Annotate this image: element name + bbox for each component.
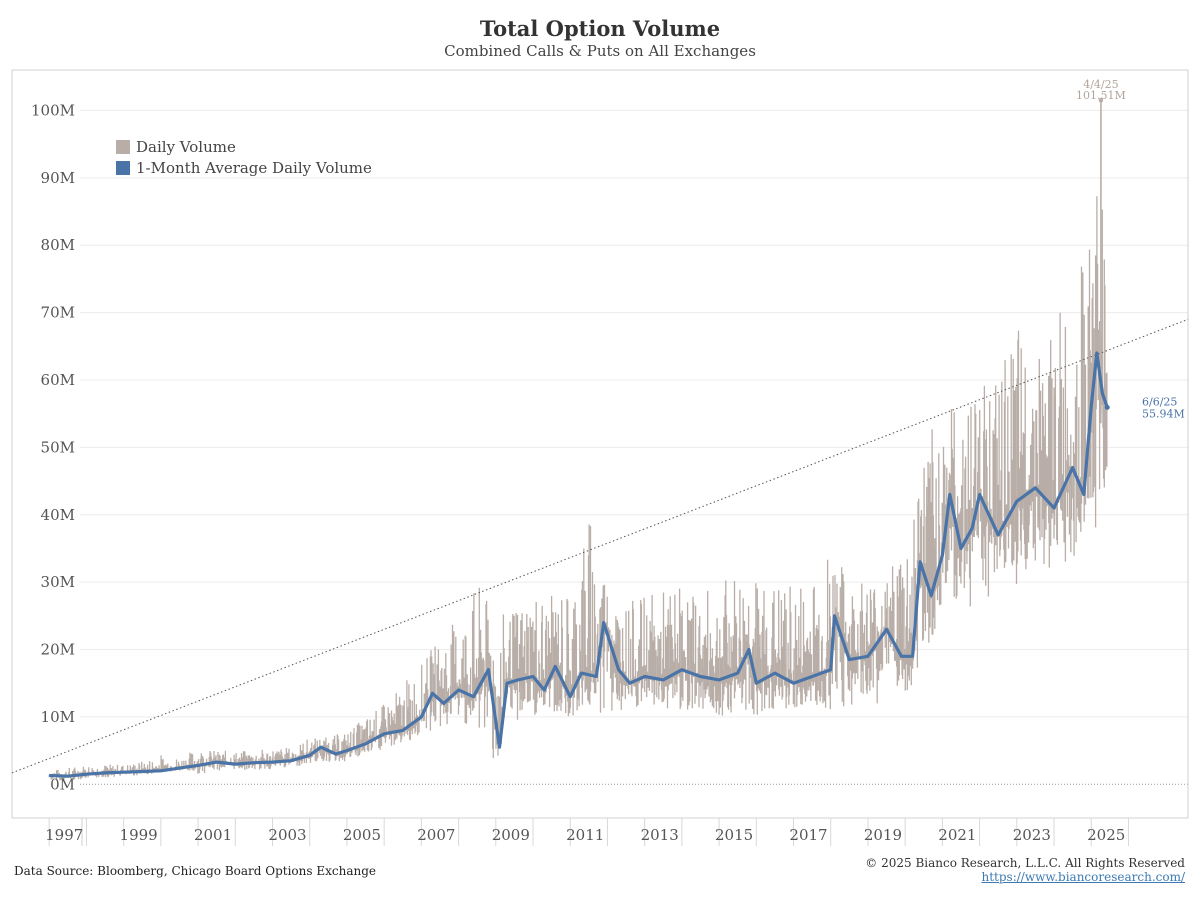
legend-item-average: 1-Month Average Daily Volume [116,157,372,178]
chart-title: Total Option Volume [479,16,721,41]
y-tick-label: 60M [41,371,75,389]
legend-label-average: 1-Month Average Daily Volume [136,158,372,177]
peak-point [1098,98,1104,103]
copyright-text: © 2025 Bianco Research, L.L.C. All Right… [865,856,1185,870]
y-tick-label: 100M [31,101,75,119]
chart-subtitle: Combined Calls & Puts on All Exchanges [444,42,756,60]
data-source: Data Source: Bloomberg, Chicago Board Op… [14,864,376,878]
last-average-point [1104,404,1110,410]
x-tick-label: 2025 [1087,826,1125,844]
x-tick-label: 1999 [120,826,158,844]
y-tick-label: 70M [41,304,75,322]
x-tick-label: 2001 [194,826,232,844]
x-tick-label: 2013 [641,826,679,844]
average-swatch [116,160,130,175]
legend-item-daily: Daily Volume [116,136,372,157]
y-axis: 0M 10M 20M 30M 40M 50M 60M 70M 80M 90M 100M [31,101,75,793]
grid-lines [80,109,1188,785]
peak-date-label: 4/4/25 [1083,78,1118,91]
legend-label-daily: Daily Volume [136,137,236,156]
y-tick-label: 20M [41,641,75,659]
x-tick-label: 2009 [492,826,530,844]
x-tick-label: 2021 [938,826,976,844]
copyright-block: © 2025 Bianco Research, L.L.C. All Right… [865,856,1185,884]
average-volume-series [49,351,1110,778]
x-tick-label: 2017 [789,826,827,844]
plot-frame [11,69,1189,819]
website-link[interactable]: https://www.biancoresearch.com/ [981,870,1185,884]
x-tick-label: 2007 [417,826,455,844]
daily-swatch [116,139,130,154]
plot-border [11,69,1189,819]
y-tick-label: 90M [41,169,75,187]
x-tick-label: 2019 [864,826,902,844]
x-axis: 1997 1999 2001 2003 2005 2007 2009 2011 2013 2015… [45,818,1129,846]
x-tick-label: 2003 [268,826,306,844]
average-volume-line [49,351,1109,778]
x-tick-label: 2023 [1013,826,1051,844]
x-tick-label: 2005 [343,826,381,844]
last-value-label: 55.94M [1142,407,1185,420]
y-tick-label: 10M [41,708,75,726]
legend: Daily Volume 1-Month Average Daily Volum… [116,136,372,178]
y-tick-label: 50M [41,438,75,456]
y-tick-label: 0M [50,775,75,793]
x-tick-label: 2015 [715,826,753,844]
peak-value-label: 101.51M [1076,89,1126,102]
y-tick-label: 80M [41,236,75,254]
y-tick-label: 40M [41,506,75,524]
last-date-label: 6/6/25 [1142,395,1177,408]
x-tick-label: 2011 [566,826,604,844]
daily-volume-bars [48,196,1108,781]
x-tick-label: 1997 [45,826,83,844]
y-tick-label: 30M [41,573,75,591]
